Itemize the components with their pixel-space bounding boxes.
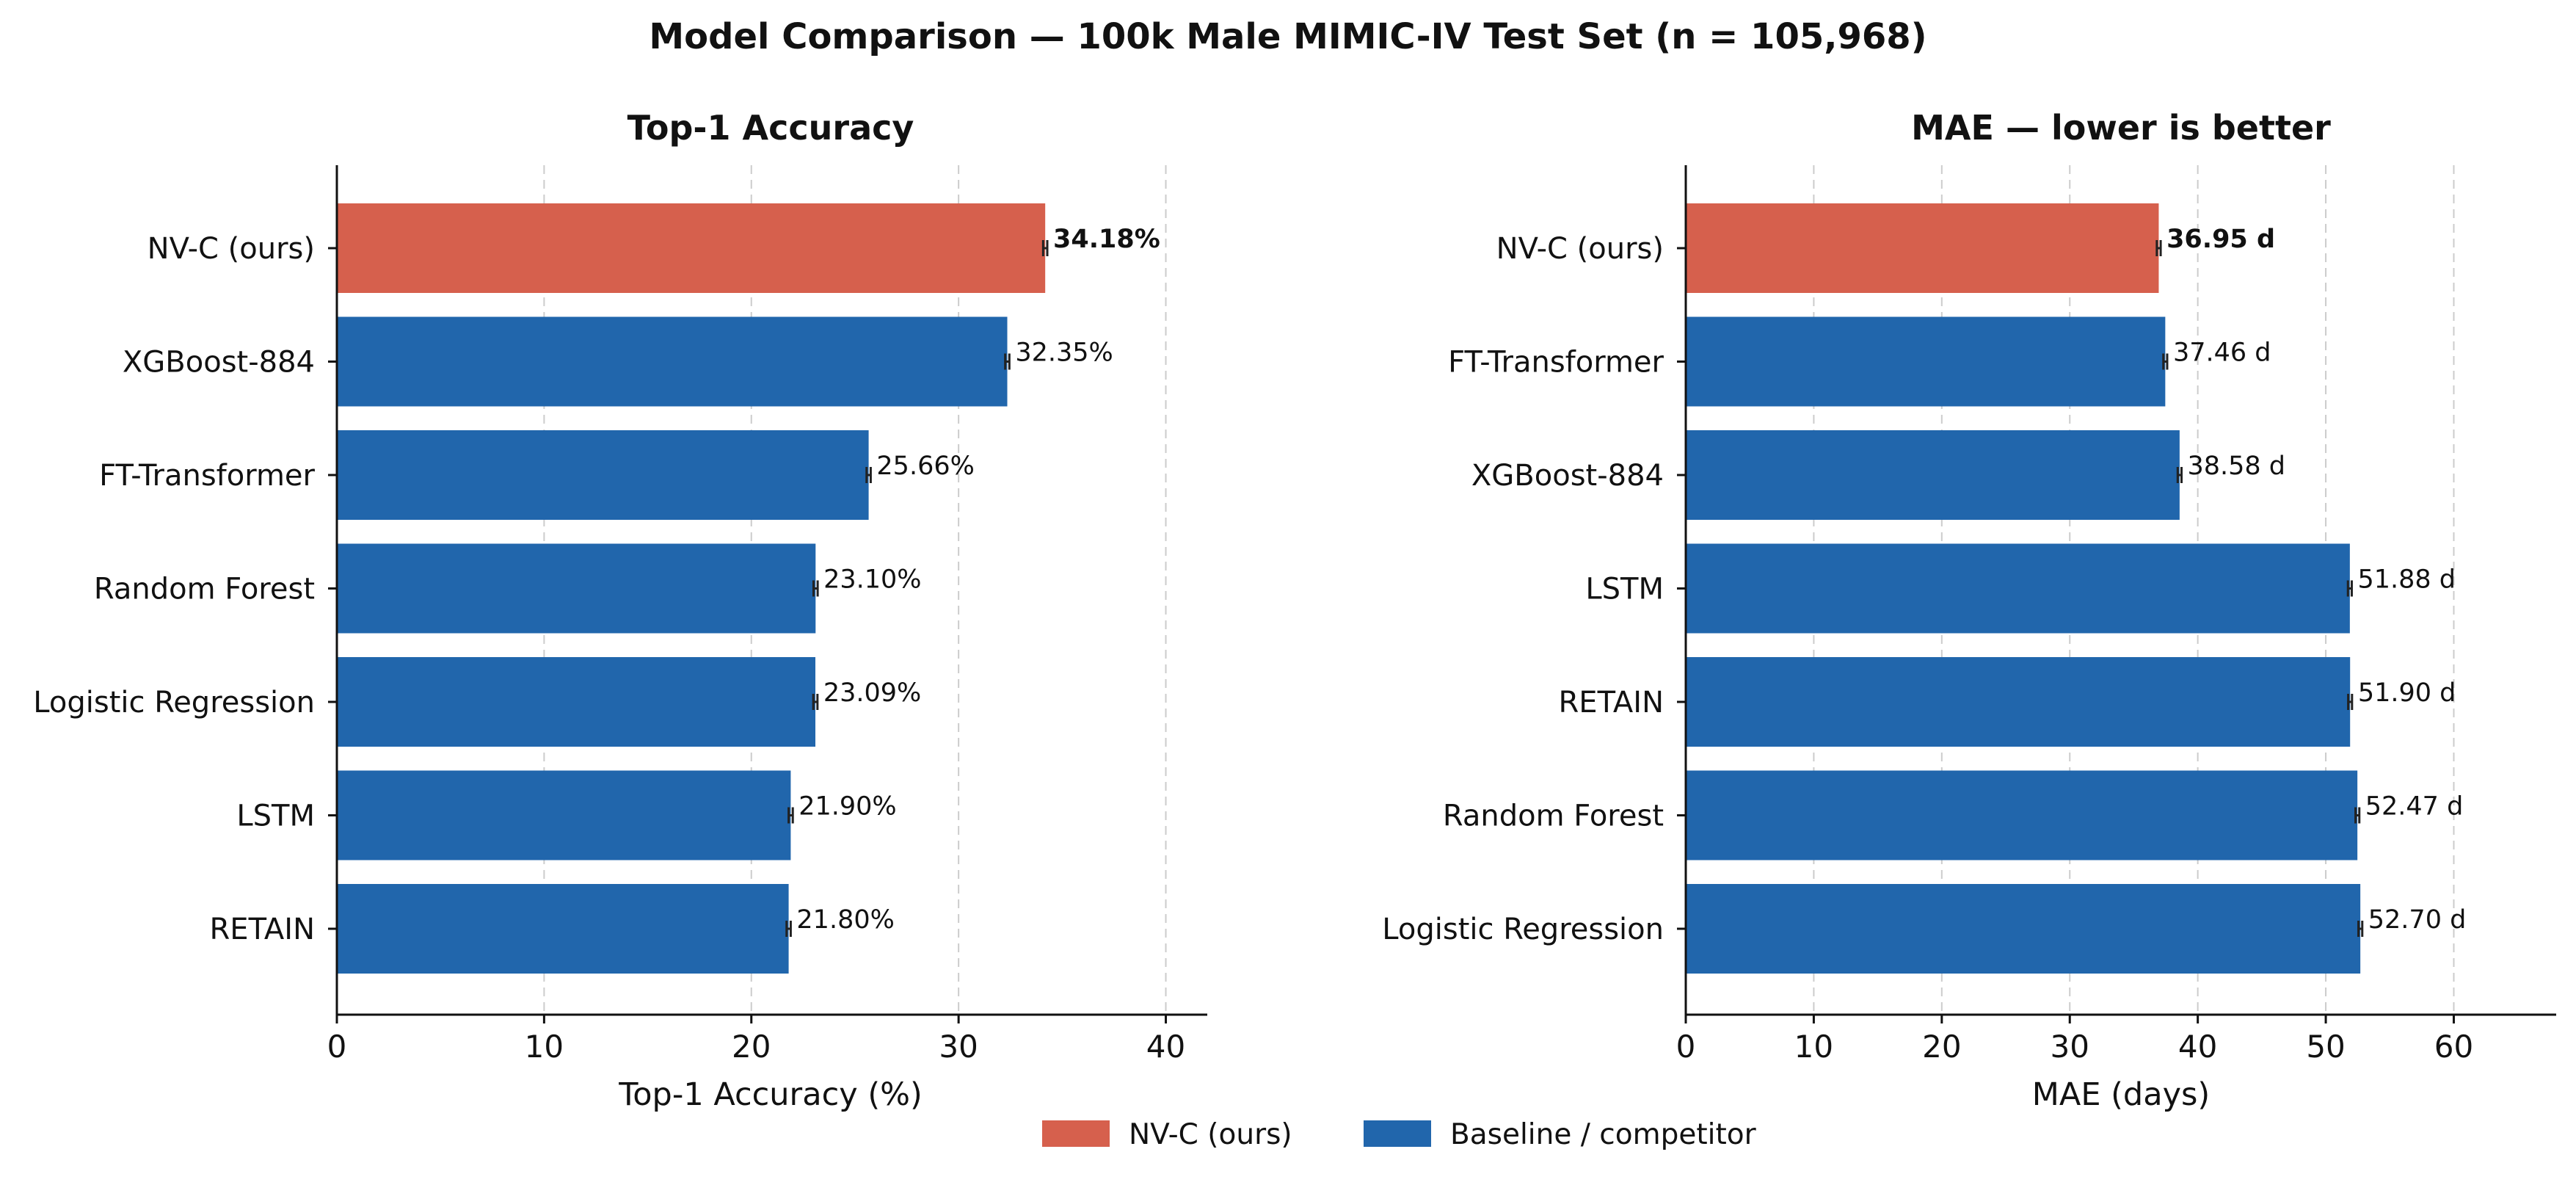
mae-x-tick-label: 0: [1676, 1029, 1696, 1065]
accuracy-bar: [337, 543, 816, 634]
accuracy-category-label: Random Forest: [94, 573, 315, 606]
mae-value-label: 51.88 d: [2357, 565, 2456, 595]
mae-category-label: Logistic Regression: [1382, 913, 1664, 946]
accuracy-x-tick-label: 40: [1146, 1029, 1185, 1065]
mae-category-label: LSTM: [1585, 573, 1664, 606]
accuracy-value-label: 34.18%: [1053, 225, 1160, 254]
mae-x-axis-label: MAE (days): [2032, 1076, 2210, 1113]
accuracy-value-label: 21.90%: [798, 792, 896, 822]
accuracy-category-label: NV-C (ours): [148, 232, 315, 266]
mae-value-label: 38.58 d: [2187, 452, 2285, 481]
mae-x-tick-label: 20: [1922, 1029, 1961, 1065]
accuracy-x-tick-label: 20: [732, 1029, 771, 1065]
accuracy-bar: [337, 430, 869, 520]
accuracy-x-tick-label: 10: [525, 1029, 564, 1065]
accuracy-value-label: 32.35%: [1015, 338, 1113, 368]
mae-x-tick-label: 60: [2434, 1029, 2473, 1065]
accuracy-category-label: XGBoost-884: [123, 346, 315, 380]
accuracy-category-label: RETAIN: [210, 913, 315, 946]
mae-category-label: XGBoost-884: [1471, 459, 1664, 493]
accuracy-gridlines: [543, 165, 1167, 1015]
mae-bar: [1686, 884, 2361, 974]
accuracy-x-axis-label: Top-1 Accuracy (%): [618, 1076, 923, 1113]
accuracy-x-tick-label: 30: [939, 1029, 978, 1065]
mae-value-label: 51.90 d: [2358, 678, 2456, 708]
accuracy-value-label: 23.10%: [823, 565, 921, 595]
mae-bar: [1686, 316, 2166, 407]
legend: NV-C (ours) Baseline / competitor: [1042, 1118, 1757, 1151]
accuracy-value-label: 25.66%: [876, 452, 974, 481]
mae-category-label: Random Forest: [1443, 800, 1664, 833]
accuracy-x-tick-label: 0: [327, 1029, 347, 1065]
mae-bar: [1686, 657, 2351, 747]
figure-title: Model Comparison — 100k Male MIMIC-IV Te…: [649, 16, 1926, 57]
mae-category-label: FT-Transformer: [1448, 346, 1664, 380]
mae-value-label: 52.70 d: [2368, 905, 2467, 935]
mae-x-tick-label: 30: [2051, 1029, 2089, 1065]
legend-swatch-ours: [1042, 1120, 1110, 1147]
mae-panel-title: MAE — lower is better: [1911, 108, 2331, 148]
mae-value-label: 52.47 d: [2365, 792, 2464, 822]
accuracy-bar: [337, 316, 1008, 407]
mae-category-label: NV-C (ours): [1496, 232, 1664, 266]
accuracy-category-label: FT-Transformer: [99, 459, 315, 493]
legend-swatch-baseline: [1364, 1120, 1431, 1147]
mae-x-tick-label: 50: [2306, 1029, 2345, 1065]
mae-value-label: 36.95 d: [2166, 225, 2275, 254]
accuracy-bar: [337, 770, 791, 860]
mae-gridlines: [1813, 165, 2455, 1015]
accuracy-value-label: 21.80%: [796, 905, 894, 935]
mae-bar: [1686, 203, 2159, 293]
mae-bar: [1686, 430, 2180, 520]
mae-x-tick-label: 10: [1794, 1029, 1833, 1065]
accuracy-category-label: Logistic Regression: [33, 686, 315, 720]
accuracy-bar: [337, 657, 816, 747]
accuracy-bar: [337, 203, 1046, 293]
mae-category-label: RETAIN: [1559, 686, 1664, 720]
accuracy-category-label: LSTM: [236, 800, 315, 833]
accuracy-panel: Top-1 Accuracy Top-1 Accuracy (%) 34.18%…: [33, 108, 1207, 1113]
legend-label-baseline: Baseline / competitor: [1450, 1118, 1757, 1151]
mae-value-label: 37.46 d: [2173, 338, 2271, 368]
mae-bar: [1686, 543, 2350, 634]
legend-label-ours: NV-C (ours): [1129, 1118, 1292, 1151]
accuracy-value-label: 23.09%: [823, 678, 921, 708]
accuracy-bar: [337, 884, 789, 974]
mae-bar: [1686, 770, 2358, 860]
mae-x-tick-label: 40: [2178, 1029, 2217, 1065]
accuracy-panel-title: Top-1 Accuracy: [627, 108, 914, 148]
mae-panel: MAE — lower is better MAE (days) 36.95 d…: [1382, 108, 2556, 1113]
